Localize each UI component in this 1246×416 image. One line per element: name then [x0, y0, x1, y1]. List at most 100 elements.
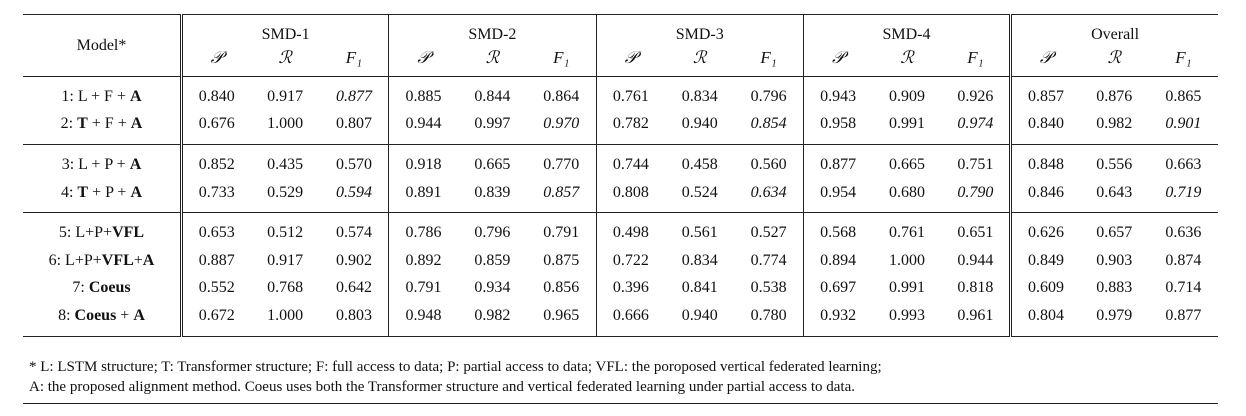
metric-header: F₁ [734, 46, 804, 77]
value-cell: 0.594 [319, 178, 390, 213]
value-cell: 0.556 [1079, 144, 1149, 179]
value-cell: 0.864 [526, 75, 597, 111]
value-cell: 0.791 [405, 279, 442, 297]
value-cell: 0.657 [1079, 212, 1149, 247]
value-cell: 0.848 [1010, 144, 1080, 179]
value-cell: 0.854 [734, 110, 804, 145]
value-cell: 0.719 [1165, 183, 1202, 201]
model-name-part: 8: [58, 306, 75, 324]
value-cell: 0.804 [1010, 302, 1080, 337]
value-cell: 0.498 [596, 212, 666, 247]
value-cell: 0.790 [941, 178, 1013, 213]
value-cell: 0.818 [941, 274, 1013, 303]
value-cell: 0.803 [319, 302, 390, 337]
table-row: 4: T + P + A 0.733 0.529 0.594 0.891 0.839 0.8… [23, 178, 1218, 213]
metric-header: 𝒫 [210, 48, 223, 67]
group-header-smd-2: SMD-2 [388, 14, 597, 46]
value-cell: 0.808 [612, 183, 649, 201]
table-row: 1: L + F + A 0.840 0.917 0.877 0.885 0.844 0.8… [23, 75, 1218, 111]
model-name-part: A [130, 115, 143, 133]
value-cell: 0.852 [181, 144, 251, 179]
table-row: 5: L+P+VFL 0.653 0.512 0.574 0.786 0.796 0.791… [23, 212, 1218, 247]
value-cell: 0.903 [1096, 251, 1133, 269]
value-cell: 0.841 [681, 279, 718, 297]
value-cell: 0.965 [526, 302, 597, 337]
value-cell: 0.774 [734, 246, 804, 275]
footnote-line-1: * L: LSTM structure; T: Transformer stru… [29, 359, 882, 375]
metric-header: 𝒫 [832, 48, 845, 67]
value-cell: 1.000 [889, 251, 926, 269]
value-cell: 0.761 [872, 212, 942, 247]
value-cell: 0.626 [1010, 212, 1080, 247]
value-cell: 0.527 [734, 212, 804, 247]
value-cell: 0.859 [474, 251, 511, 269]
value-cell: 0.786 [388, 212, 458, 247]
value-cell: 0.917 [250, 75, 320, 111]
value-cell: 0.435 [250, 144, 320, 179]
value-cell: 0.560 [734, 144, 804, 179]
model-name-cell: 7: Coeus [23, 274, 183, 303]
value-cell: 0.974 [941, 110, 1013, 145]
model-name-part: + [133, 251, 143, 269]
value-cell: 0.865 [1148, 75, 1218, 111]
value-cell: 0.665 [457, 144, 527, 179]
value-cell: 0.636 [1148, 212, 1218, 247]
value-cell: 0.943 [803, 75, 873, 111]
value-cell: 0.609 [1027, 279, 1064, 297]
value-cell: 0.676 [198, 115, 235, 133]
value-cell: 0.512 [250, 212, 320, 247]
value-cell: 0.926 [941, 75, 1013, 111]
value-cell: 1.000 [267, 115, 304, 133]
table-footnote: * L: LSTM structure; T: Transformer stru… [29, 357, 1224, 397]
model-name-part: A [130, 183, 142, 201]
value-cell: 0.874 [1165, 251, 1202, 269]
value-cell: 0.796 [734, 75, 804, 111]
metric-header: 𝒫 [624, 48, 637, 67]
model-name-part: 2: [60, 115, 78, 133]
value-cell: 0.680 [889, 183, 926, 201]
table-row: 8: Coeus + A 0.672 1.000 0.803 0.948 0.982 0.9… [23, 302, 1218, 337]
value-cell: 0.780 [734, 302, 804, 337]
value-cell: 0.744 [596, 144, 666, 179]
value-cell: 0.663 [1148, 144, 1218, 179]
value-cell: 0.561 [665, 212, 735, 247]
table-row: 3: L + P + A 0.852 0.435 0.570 0.918 0.665 0.7… [23, 144, 1218, 179]
value-cell: 0.997 [474, 115, 511, 133]
model-name-cell: 4: T + P + A [23, 178, 183, 213]
value-cell: 0.993 [872, 302, 942, 337]
metric-header: 𝒫 [1039, 48, 1053, 67]
value-cell: 0.876 [1079, 75, 1149, 111]
model-name-part: + P + [88, 183, 131, 201]
model-name-part: A [142, 251, 155, 269]
group-header-smd-1: SMD-1 [181, 14, 390, 46]
value-cell: 0.666 [596, 302, 666, 337]
value-cell: 0.917 [267, 251, 304, 269]
model-name-part: 6: L+P+ [48, 251, 102, 269]
value-cell: 0.574 [319, 212, 390, 247]
table-bottom-rule [23, 403, 1218, 404]
group-header-overall: Overall [1010, 14, 1218, 46]
value-cell: 0.944 [405, 115, 442, 133]
value-cell: 0.538 [734, 274, 804, 303]
table-row: 7: Coeus 0.552 0.768 0.642 0.791 0.934 0.856 0.… [23, 274, 1218, 303]
model-name-cell: 3: L + P + A [23, 144, 183, 179]
value-cell: 0.751 [941, 144, 1013, 179]
value-cell: 0.909 [872, 75, 942, 111]
group-header-smd-4: SMD-4 [803, 14, 1013, 46]
value-cell: 0.761 [596, 75, 666, 111]
metric-header: ℛ [1107, 48, 1122, 67]
value-cell: 0.846 [1027, 183, 1064, 201]
value-cell: 0.834 [665, 75, 735, 111]
model-column-header: Model* [23, 14, 183, 77]
model-name-part: 5: L+P+ [58, 224, 113, 242]
value-cell: 0.839 [474, 183, 511, 201]
model-name-cell: 1: L + F + A [23, 75, 183, 111]
metric-header: F₁ [319, 46, 390, 77]
table-row: 2: T + F + A 0.676 1.000 0.807 0.944 0.997 0.9… [23, 110, 1218, 145]
value-cell: 0.991 [889, 115, 926, 133]
value-cell: 0.894 [820, 251, 857, 269]
model-name-part: 1: L + F + [61, 87, 130, 105]
value-cell: 0.768 [267, 279, 304, 297]
table-row: 6: L+P+VFL+A 0.887 0.917 0.902 0.892 0.859 0.8… [23, 246, 1218, 275]
value-cell: 0.934 [474, 279, 511, 297]
